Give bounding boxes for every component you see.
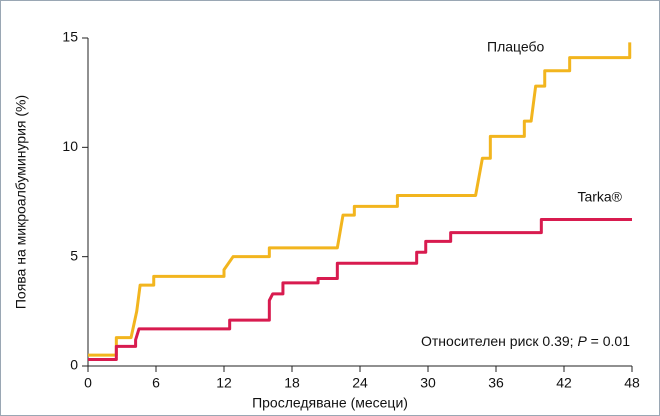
annotation-part: P <box>577 333 587 349</box>
x-tick-label: 48 <box>624 375 640 391</box>
x-tick-label: 24 <box>352 375 368 391</box>
x-tick-label: 18 <box>284 375 300 391</box>
series-label: Tarka® <box>577 189 622 205</box>
x-tick-label: 42 <box>556 375 572 391</box>
y-tick-label: 0 <box>70 357 78 373</box>
series-label: Плацебо <box>487 39 545 55</box>
annotation-part: Относителен риск 0.39; <box>421 333 577 349</box>
y-tick-label: 10 <box>62 138 78 154</box>
y-tick-label: 5 <box>70 247 78 263</box>
series-line <box>88 42 632 357</box>
y-tick-label: 15 <box>62 29 78 45</box>
annotation-part: = 0.01 <box>587 333 630 349</box>
x-axis-label: Проследяване (месеци) <box>252 395 408 411</box>
x-tick-label: 6 <box>152 375 160 391</box>
annotation: Относителен риск 0.39; P = 0.01 <box>421 333 630 349</box>
x-tick-label: 0 <box>84 375 92 391</box>
x-tick-label: 12 <box>216 375 232 391</box>
y-axis-label: Поява на микроалбуминурия (%) <box>13 95 29 309</box>
x-tick-label: 30 <box>420 375 436 391</box>
series-line <box>88 217 632 361</box>
x-tick-label: 36 <box>488 375 504 391</box>
